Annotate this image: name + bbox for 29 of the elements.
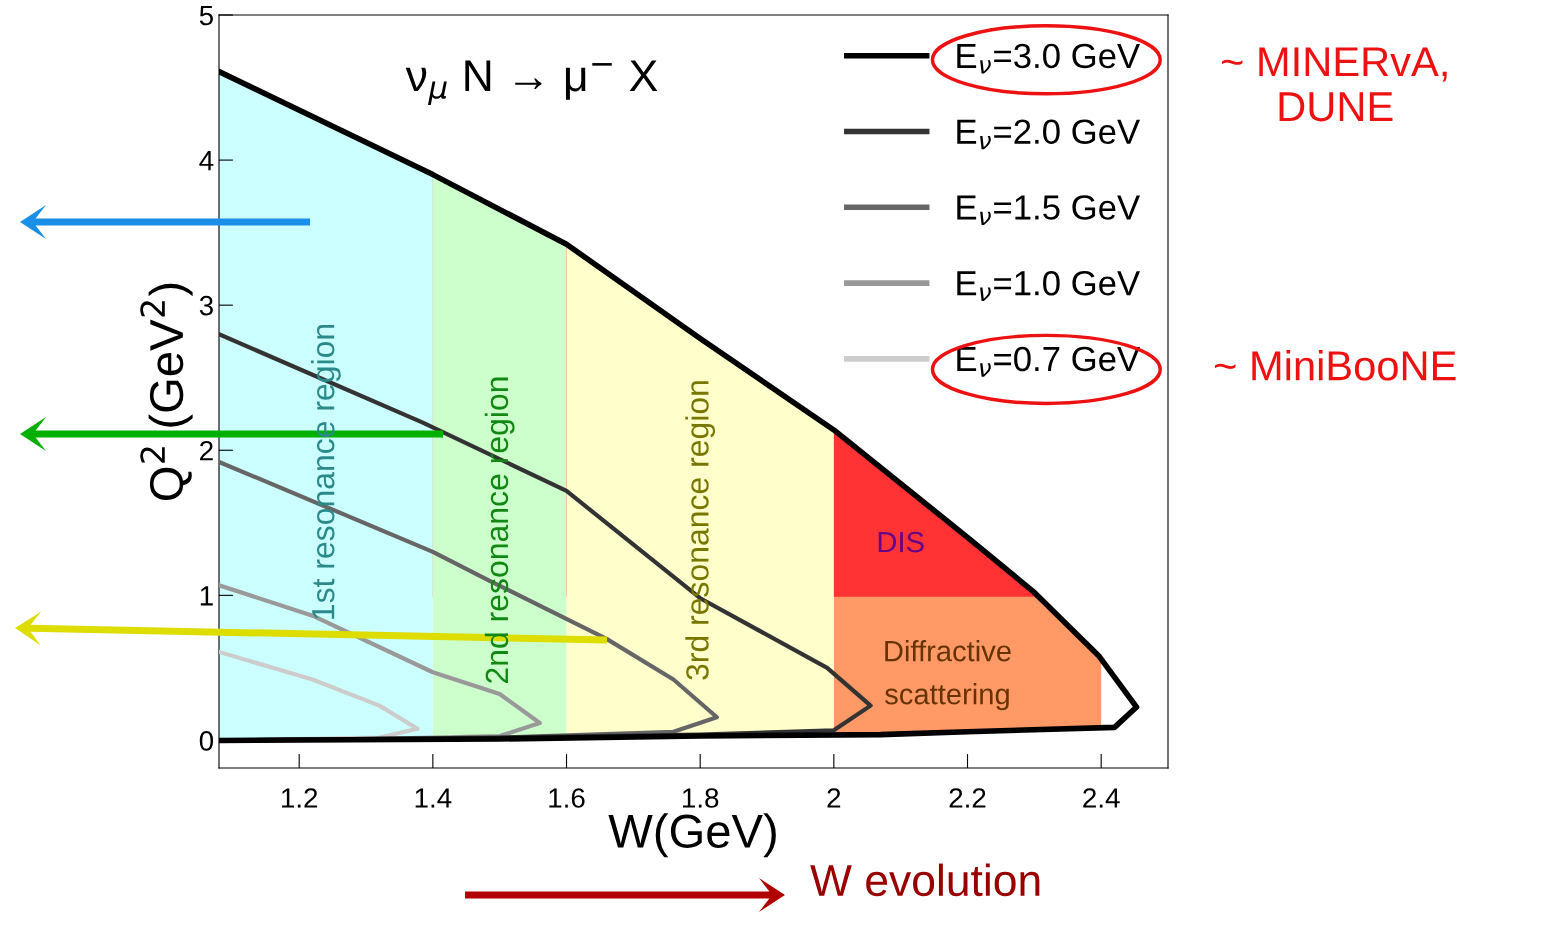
legend-label: E$_{ν}$=1.0 GeV — [957, 270, 1140, 301]
y-axis-title: Q$^{2}$ (GeV$^{2}$) — [140, 283, 193, 500]
x-tick-label: 2 — [827, 788, 841, 808]
x-tick-label: 1.8 — [683, 788, 719, 808]
text: ~ MINERvA, DUNE — [1221, 47, 1447, 122]
y-tick-label: 1 — [200, 586, 213, 606]
legend-label: E$_{ν}$=3.0 GeV — [957, 43, 1140, 74]
text: ~ MiniBooNE — [1214, 349, 1456, 381]
legend-label: E$_{ν}$=2.0 GeV — [957, 119, 1140, 150]
y-tick-label: 2 — [200, 440, 213, 461]
x-tick-label: 1.6 — [549, 788, 585, 808]
y-tick-label: 0 — [199, 731, 214, 751]
legend-label: E$_{ν}$=0.7 GeV — [957, 346, 1140, 377]
band-label: 2nd resonance region — [484, 377, 515, 683]
y-tick-label: 3 — [199, 295, 213, 316]
x-tick-label: 1.2 — [282, 788, 318, 808]
x-tick-label: 2.2 — [949, 788, 986, 808]
x-tick-label: 2.4 — [1083, 788, 1120, 808]
band-label: Diffractive scattering — [885, 640, 1011, 711]
band-label: 3rd resonance region — [685, 381, 716, 680]
band-label: 1st resonance region — [311, 324, 341, 619]
y-tick-label: 5 — [199, 5, 213, 26]
text: ν$_{μ}$ N → μ$^{−}$ X — [405, 60, 658, 105]
text: W evolution — [810, 863, 1040, 897]
legend-label: E$_{ν}$=1.5 GeV — [957, 195, 1140, 226]
band-label: DIS — [878, 531, 924, 553]
x-axis-title: W(GeV) — [608, 813, 776, 858]
y-tick-label: 4 — [199, 151, 214, 171]
x-tick-label: 1.4 — [415, 788, 452, 808]
